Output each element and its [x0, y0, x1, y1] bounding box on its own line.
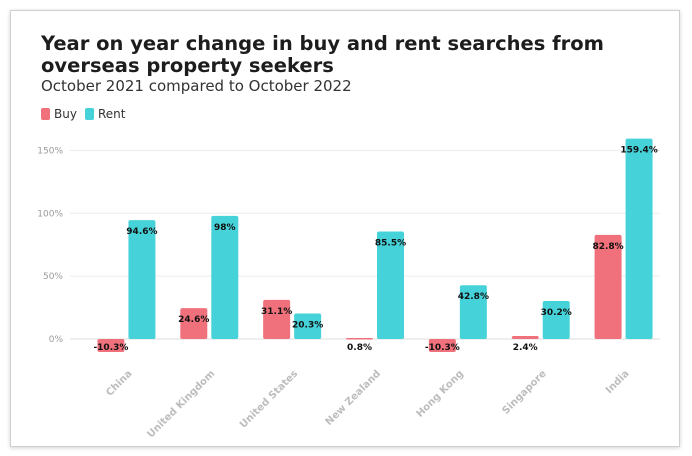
x-tick-label: India — [604, 368, 632, 396]
legend-swatch-rent — [84, 108, 94, 120]
buy-data-label: -10.3% — [425, 343, 460, 353]
rent-bar — [542, 301, 570, 339]
rent-bar — [625, 138, 653, 339]
chart-title: Year on year change in buy and rent sear… — [41, 32, 604, 77]
rent-bar — [294, 313, 322, 339]
buy-data-label: 0.8% — [347, 343, 372, 353]
chart-subtitle: October 2021 compared to October 2022 — [41, 77, 352, 95]
rent-bar — [377, 231, 404, 339]
rent-data-label: 94.6% — [126, 227, 157, 237]
rent-bar — [128, 220, 156, 339]
x-tick-label: Singapore — [500, 368, 549, 417]
rent-data-label: 85.5% — [375, 239, 406, 249]
buy-bar — [511, 335, 539, 339]
legend-item-buy[interactable]: Buy — [41, 107, 77, 121]
x-tick-label: China — [104, 368, 134, 398]
buy-data-label: 31.1% — [261, 307, 292, 317]
x-tick-label: United States — [238, 368, 300, 430]
rent-bar — [211, 215, 239, 339]
y-tick-label: 150% — [37, 146, 63, 156]
buy-bar — [346, 337, 373, 340]
legend-swatch-buy — [41, 108, 50, 120]
buy-bar — [428, 339, 456, 352]
buy-data-label: -10.3% — [93, 343, 128, 353]
legend-label-rent: Rent — [97, 107, 126, 121]
buy-bar — [594, 234, 622, 339]
y-tick-label: 0% — [49, 335, 64, 345]
x-tick-label: Hong Kong — [415, 368, 466, 419]
y-tick-label: 50% — [43, 272, 63, 282]
legend-item-rent[interactable]: Rent — [84, 107, 126, 121]
buy-data-label: 2.4% — [513, 343, 538, 353]
rent-data-label: 20.3% — [292, 320, 323, 330]
rent-data-label: 42.8% — [458, 292, 489, 302]
rent-data-label: 30.2% — [541, 308, 572, 318]
buy-data-label: 24.6% — [178, 315, 209, 325]
y-tick-label: 100% — [37, 209, 63, 219]
buy-bar — [263, 299, 291, 339]
rent-data-label: 159.4% — [620, 146, 658, 156]
buy-data-label: 82.8% — [592, 242, 623, 252]
legend-label-buy: Buy — [54, 107, 77, 121]
buy-bar — [180, 308, 208, 339]
rent-data-label: 98% — [214, 223, 236, 233]
x-tick-label: United Kingdom — [145, 368, 217, 440]
legend: Buy Rent — [41, 107, 133, 121]
x-tick-label: New Zealand — [324, 368, 383, 427]
rent-bar — [459, 285, 487, 339]
chart-card: Year on year change in buy and rent sear… — [10, 10, 680, 447]
buy-bar — [97, 339, 125, 352]
